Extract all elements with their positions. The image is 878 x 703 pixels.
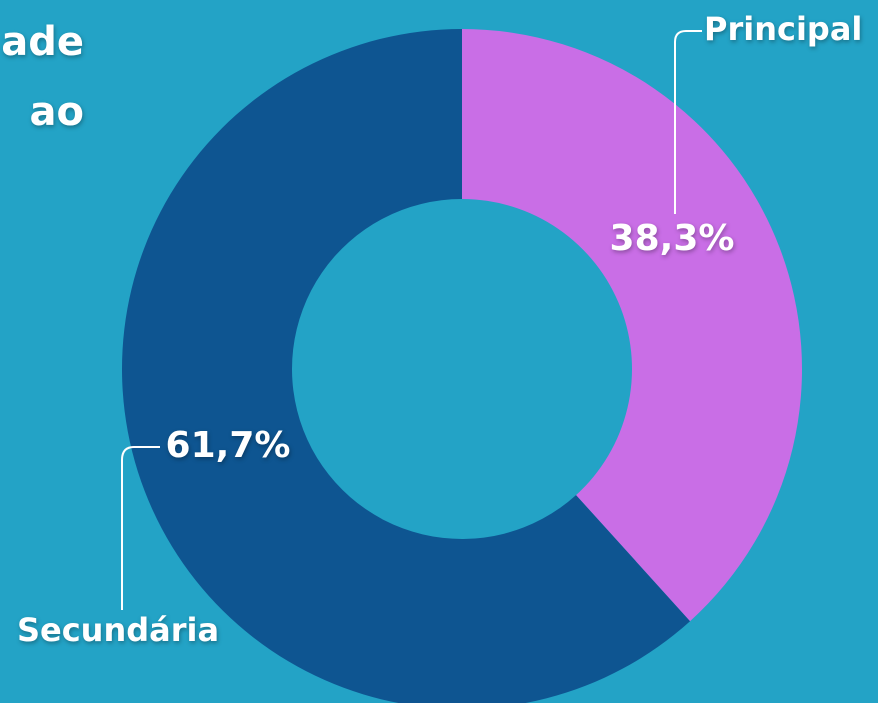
donut: [122, 29, 802, 703]
title-line: ao: [30, 89, 84, 135]
slice-name: Secundária: [17, 611, 219, 649]
title-line: ade: [1, 19, 84, 65]
slice: [122, 29, 691, 703]
slice-value-label: 61,7%: [166, 425, 291, 466]
slice-value-label: 38,3%: [610, 218, 735, 259]
slice-name: Principal: [704, 10, 862, 48]
leader-line: [674, 30, 702, 214]
leader-line: [121, 446, 160, 610]
slice: [462, 29, 802, 622]
